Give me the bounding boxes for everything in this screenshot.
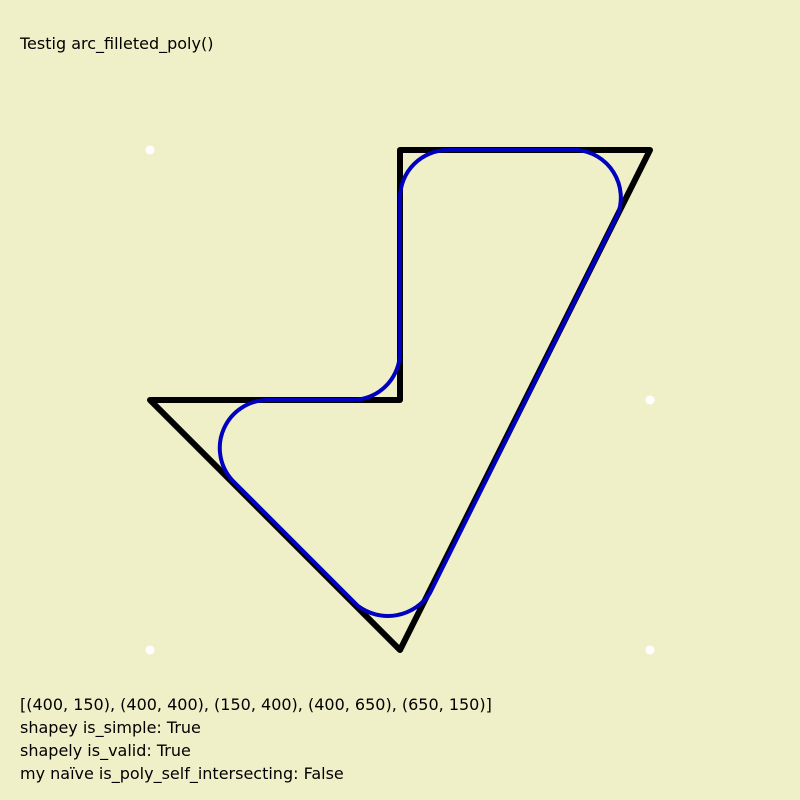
page-title: Testig arc_filleted_poly()	[20, 34, 214, 53]
is-simple-label: shapey is_simple: True	[20, 718, 201, 737]
marker-dot-bottom-left	[145, 645, 155, 655]
points-label: [(400, 150), (400, 400), (150, 400), (40…	[20, 695, 492, 714]
filleted-polygon	[217, 148, 623, 618]
marker-dot-right	[645, 395, 655, 405]
is-valid-label: shapely is_valid: True	[20, 741, 191, 760]
self-intersecting-label: my naïve is_poly_self_intersecting: Fals…	[20, 764, 344, 783]
marker-dot-top-left	[145, 145, 155, 155]
polygon-info: [(400, 150), (400, 400), (150, 400), (40…	[20, 693, 492, 785]
marker-dot-bottom-right	[645, 645, 655, 655]
